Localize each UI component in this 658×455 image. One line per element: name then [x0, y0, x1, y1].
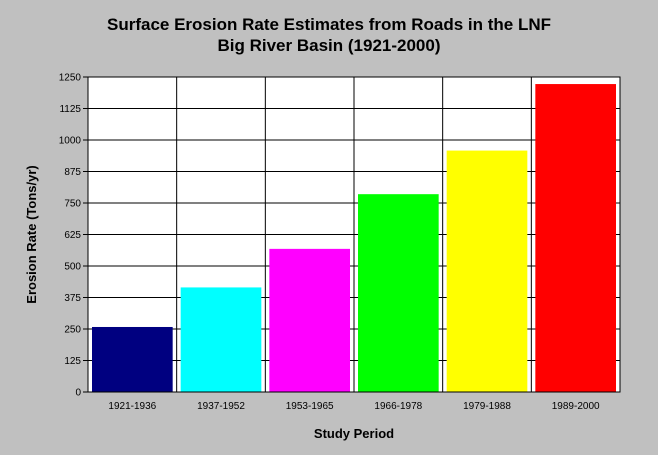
y-tick-label: 125 [64, 356, 81, 367]
bar-1979-1988 [446, 150, 528, 392]
bar-1966-1978 [358, 194, 439, 392]
bar-1989-2000 [535, 84, 616, 392]
x-tick-label: 1989-2000 [552, 401, 600, 412]
plot-frame [87, 76, 621, 393]
y-tick-label: 625 [64, 230, 81, 241]
bar-1937-1952 [180, 287, 262, 392]
y-tick-label: 500 [64, 262, 81, 273]
y-tick-label: 875 [64, 167, 81, 178]
y-tick-label: 1125 [59, 104, 81, 115]
x-tick-label: 1966-1978 [374, 401, 422, 412]
chart-title-line-1: Surface Erosion Rate Estimates from Road… [107, 15, 551, 34]
bar-1921-1936 [92, 326, 173, 392]
x-axis-label: Study Period [314, 426, 394, 441]
x-tick-label: 1979-1988 [463, 401, 511, 412]
y-tick-label: 1000 [59, 136, 82, 147]
bars [92, 84, 616, 392]
y-tick-label: 750 [64, 199, 81, 210]
y-axis-ticks: 0 125 250 375 500 625 750 875 1000 1125 1250 [59, 73, 88, 399]
x-tick-label: 1921-1936 [108, 401, 156, 412]
y-tick-label: 0 [75, 388, 81, 399]
y-axis-label: Erosion Rate (Tons/yr) [24, 165, 39, 303]
bar-1953-1965 [269, 248, 350, 392]
grid-lines [88, 77, 620, 392]
x-axis-ticks: 1921-1936 1937-1952 1953-1965 1966-1978 1979… [108, 401, 600, 412]
y-tick-label: 250 [64, 325, 81, 336]
x-tick-label: 1937-1952 [197, 401, 245, 412]
x-tick-label: 1953-1965 [286, 401, 334, 412]
chart-subtitle: Big River Basin (1921-2000) [217, 36, 441, 55]
y-tick-label: 1250 [59, 73, 82, 84]
y-tick-label: 375 [64, 293, 81, 304]
chart-title: Surface Erosion Rate Estimates from Road… [0, 14, 658, 56]
